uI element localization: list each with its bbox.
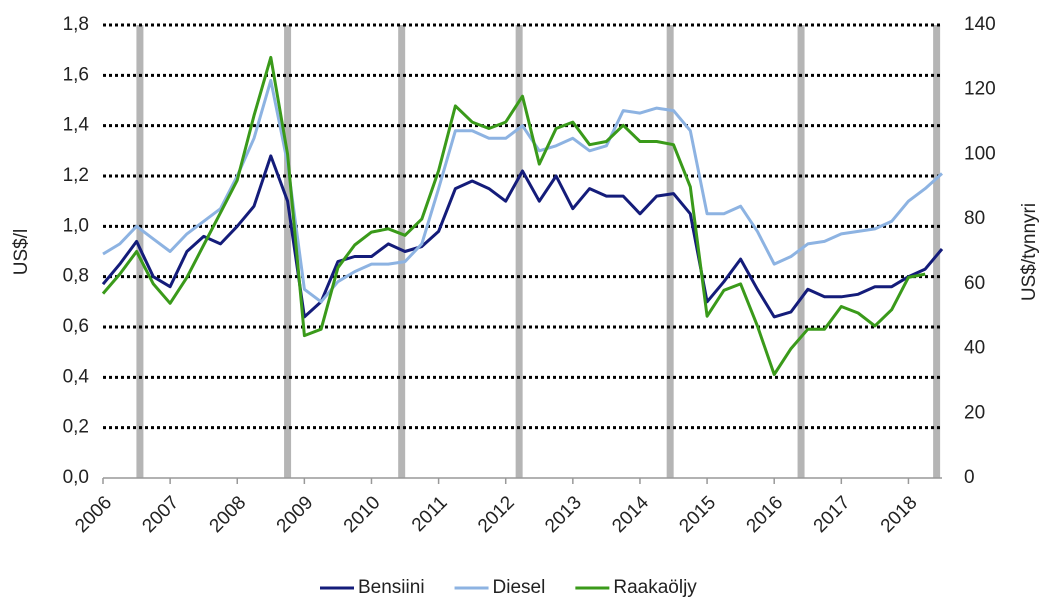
y2-tick-label: 80	[964, 208, 985, 229]
x-tick-label: 2018	[877, 492, 922, 537]
x-tick-label: 2016	[743, 492, 788, 537]
y-tick-label: 1,8	[63, 14, 89, 35]
legend-label: Raakaöljy	[613, 577, 697, 598]
y-axis-title: US$/l	[11, 229, 32, 275]
y2-tick-label: 120	[964, 79, 996, 100]
marker-band	[515, 25, 523, 478]
y2-tick-label: 100	[964, 143, 996, 164]
x-tick-label: 2013	[541, 492, 586, 537]
y2-tick-label: 40	[964, 338, 985, 359]
series-line	[101, 154, 944, 319]
y-tick-label: 1,0	[63, 215, 89, 236]
x-tick-label: 2015	[675, 492, 720, 537]
x-tick-label: 2010	[340, 492, 385, 537]
x-tick-label: 2012	[474, 492, 519, 537]
y2-tick-label: 0	[964, 467, 975, 488]
y2-tick-label: 60	[964, 273, 985, 294]
y2-tick-label: 20	[964, 402, 985, 423]
y-tick-label: 0,8	[63, 266, 89, 287]
y-tick-label: 1,2	[63, 165, 89, 186]
marker-band	[284, 25, 292, 478]
x-tick-label: 2014	[608, 492, 653, 537]
x-tick-label: 2009	[273, 492, 318, 537]
x-tick-label: 2006	[71, 492, 116, 537]
x-tick-label: 2008	[206, 492, 251, 537]
marker-band	[666, 25, 674, 478]
y-tick-label: 1,6	[63, 64, 89, 85]
legend-label: Diesel	[493, 577, 546, 598]
y-tick-label: 0,0	[63, 467, 89, 488]
y-tick-label: 0,2	[63, 417, 89, 438]
x-tick-label: 2011	[408, 492, 452, 536]
x-tick-label: 2007	[138, 492, 183, 537]
y-tick-label: 0,6	[63, 316, 89, 337]
series-line	[101, 55, 926, 376]
marker-band	[797, 25, 805, 478]
legend-label: Bensiini	[358, 577, 425, 598]
y-tick-label: 1,4	[63, 115, 90, 136]
x-tick-label: 2017	[810, 492, 855, 537]
y-tick-label: 0,4	[63, 366, 90, 387]
y2-axis-title: US$/tynnyri	[1019, 203, 1040, 301]
marker-band	[933, 25, 941, 478]
y2-tick-label: 140	[964, 14, 996, 35]
